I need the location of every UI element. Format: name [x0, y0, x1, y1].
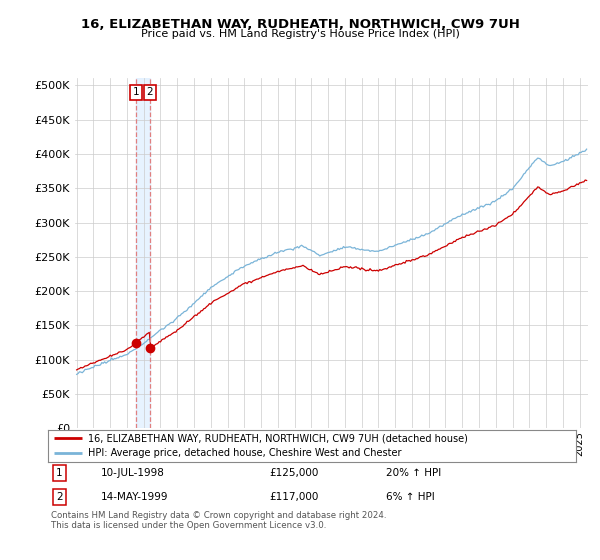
Text: 14-MAY-1999: 14-MAY-1999: [101, 492, 168, 502]
Text: £125,000: £125,000: [270, 468, 319, 478]
Text: 20% ↑ HPI: 20% ↑ HPI: [386, 468, 441, 478]
Text: HPI: Average price, detached house, Cheshire West and Chester: HPI: Average price, detached house, Ches…: [88, 448, 401, 458]
Text: 1: 1: [133, 87, 139, 97]
Text: 10-JUL-1998: 10-JUL-1998: [101, 468, 164, 478]
Text: 2: 2: [146, 87, 153, 97]
Text: 6% ↑ HPI: 6% ↑ HPI: [386, 492, 434, 502]
Text: 16, ELIZABETHAN WAY, RUDHEATH, NORTHWICH, CW9 7UH: 16, ELIZABETHAN WAY, RUDHEATH, NORTHWICH…: [80, 18, 520, 31]
Text: Contains HM Land Registry data © Crown copyright and database right 2024.
This d: Contains HM Land Registry data © Crown c…: [51, 511, 386, 530]
Text: 16, ELIZABETHAN WAY, RUDHEATH, NORTHWICH, CW9 7UH (detached house): 16, ELIZABETHAN WAY, RUDHEATH, NORTHWICH…: [88, 433, 467, 444]
Text: 2: 2: [56, 492, 63, 502]
Text: £117,000: £117,000: [270, 492, 319, 502]
Bar: [136, 78, 150, 428]
Text: Price paid vs. HM Land Registry's House Price Index (HPI): Price paid vs. HM Land Registry's House …: [140, 29, 460, 39]
Text: 1: 1: [56, 468, 63, 478]
